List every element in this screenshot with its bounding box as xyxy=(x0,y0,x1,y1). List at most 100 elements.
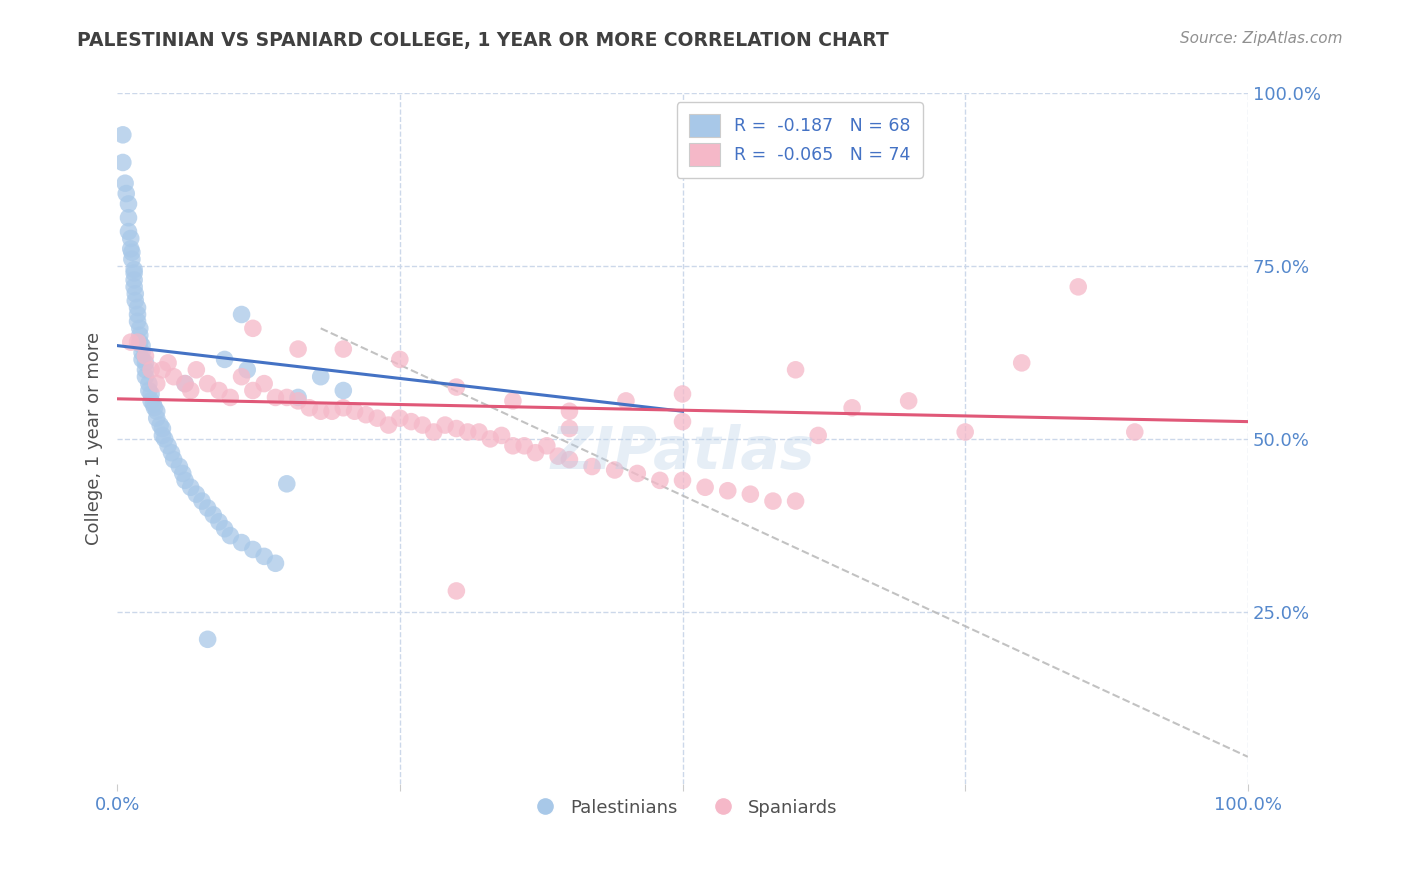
Point xyxy=(354,408,377,422)
Point xyxy=(1123,425,1146,439)
Point xyxy=(253,549,276,564)
Point xyxy=(717,483,740,498)
Point xyxy=(377,418,399,433)
Point xyxy=(332,342,354,356)
Point xyxy=(134,349,156,363)
Point xyxy=(214,522,236,536)
Point xyxy=(242,321,264,335)
Point xyxy=(122,262,145,277)
Point xyxy=(174,474,197,488)
Point xyxy=(423,425,446,439)
Point xyxy=(236,363,259,377)
Point xyxy=(142,397,165,411)
Point xyxy=(121,245,143,260)
Point xyxy=(502,393,524,408)
Point xyxy=(157,439,180,453)
Point xyxy=(134,356,156,370)
Point xyxy=(131,352,153,367)
Point xyxy=(366,411,388,425)
Point xyxy=(157,356,180,370)
Point xyxy=(186,363,208,377)
Y-axis label: College, 1 year or more: College, 1 year or more xyxy=(86,333,103,545)
Point xyxy=(513,439,536,453)
Point xyxy=(202,508,225,522)
Point xyxy=(120,335,142,350)
Point xyxy=(174,376,197,391)
Point xyxy=(115,186,138,201)
Point xyxy=(128,328,150,343)
Point xyxy=(524,446,547,460)
Point xyxy=(139,387,162,401)
Point xyxy=(332,401,354,415)
Point xyxy=(214,352,236,367)
Point xyxy=(434,418,457,433)
Point xyxy=(287,342,309,356)
Point xyxy=(276,391,298,405)
Point xyxy=(231,308,253,322)
Point xyxy=(399,415,422,429)
Point xyxy=(695,480,717,494)
Point xyxy=(180,384,202,398)
Point xyxy=(603,463,626,477)
Point xyxy=(122,273,145,287)
Point xyxy=(897,393,920,408)
Point xyxy=(117,225,139,239)
Point xyxy=(762,494,785,508)
Point xyxy=(145,404,167,418)
Point xyxy=(219,528,242,542)
Point xyxy=(264,556,287,570)
Point xyxy=(264,391,287,405)
Point xyxy=(536,439,558,453)
Point xyxy=(547,449,569,463)
Point xyxy=(111,155,134,169)
Point xyxy=(134,369,156,384)
Point xyxy=(671,474,693,488)
Point xyxy=(117,197,139,211)
Point xyxy=(134,363,156,377)
Point xyxy=(309,404,332,418)
Point xyxy=(671,415,693,429)
Point xyxy=(127,301,149,315)
Point xyxy=(446,380,468,394)
Point xyxy=(163,452,186,467)
Point xyxy=(841,401,863,415)
Point xyxy=(145,411,167,425)
Point xyxy=(1011,356,1033,370)
Point xyxy=(163,369,186,384)
Point xyxy=(120,242,142,256)
Point xyxy=(174,376,197,391)
Point xyxy=(491,428,513,442)
Point xyxy=(785,494,807,508)
Point xyxy=(785,363,807,377)
Point xyxy=(124,293,146,308)
Point xyxy=(121,252,143,267)
Point xyxy=(131,345,153,359)
Point xyxy=(276,476,298,491)
Point xyxy=(152,363,174,377)
Point xyxy=(197,376,219,391)
Point xyxy=(807,428,830,442)
Point xyxy=(208,515,231,529)
Point xyxy=(558,421,581,435)
Point xyxy=(122,280,145,294)
Point xyxy=(172,467,194,481)
Point xyxy=(309,369,332,384)
Point xyxy=(953,425,976,439)
Point xyxy=(446,421,468,435)
Point xyxy=(197,501,219,516)
Point xyxy=(160,446,183,460)
Point xyxy=(169,459,191,474)
Point xyxy=(1067,280,1090,294)
Point xyxy=(143,401,166,415)
Text: PALESTINIAN VS SPANIARD COLLEGE, 1 YEAR OR MORE CORRELATION CHART: PALESTINIAN VS SPANIARD COLLEGE, 1 YEAR … xyxy=(77,31,889,50)
Point xyxy=(131,338,153,352)
Point xyxy=(145,376,167,391)
Point xyxy=(253,376,276,391)
Point xyxy=(242,542,264,557)
Point xyxy=(671,387,693,401)
Point xyxy=(287,393,309,408)
Point xyxy=(626,467,648,481)
Legend: Palestinians, Spaniards: Palestinians, Spaniards xyxy=(520,791,845,824)
Point xyxy=(411,418,433,433)
Point xyxy=(153,432,176,446)
